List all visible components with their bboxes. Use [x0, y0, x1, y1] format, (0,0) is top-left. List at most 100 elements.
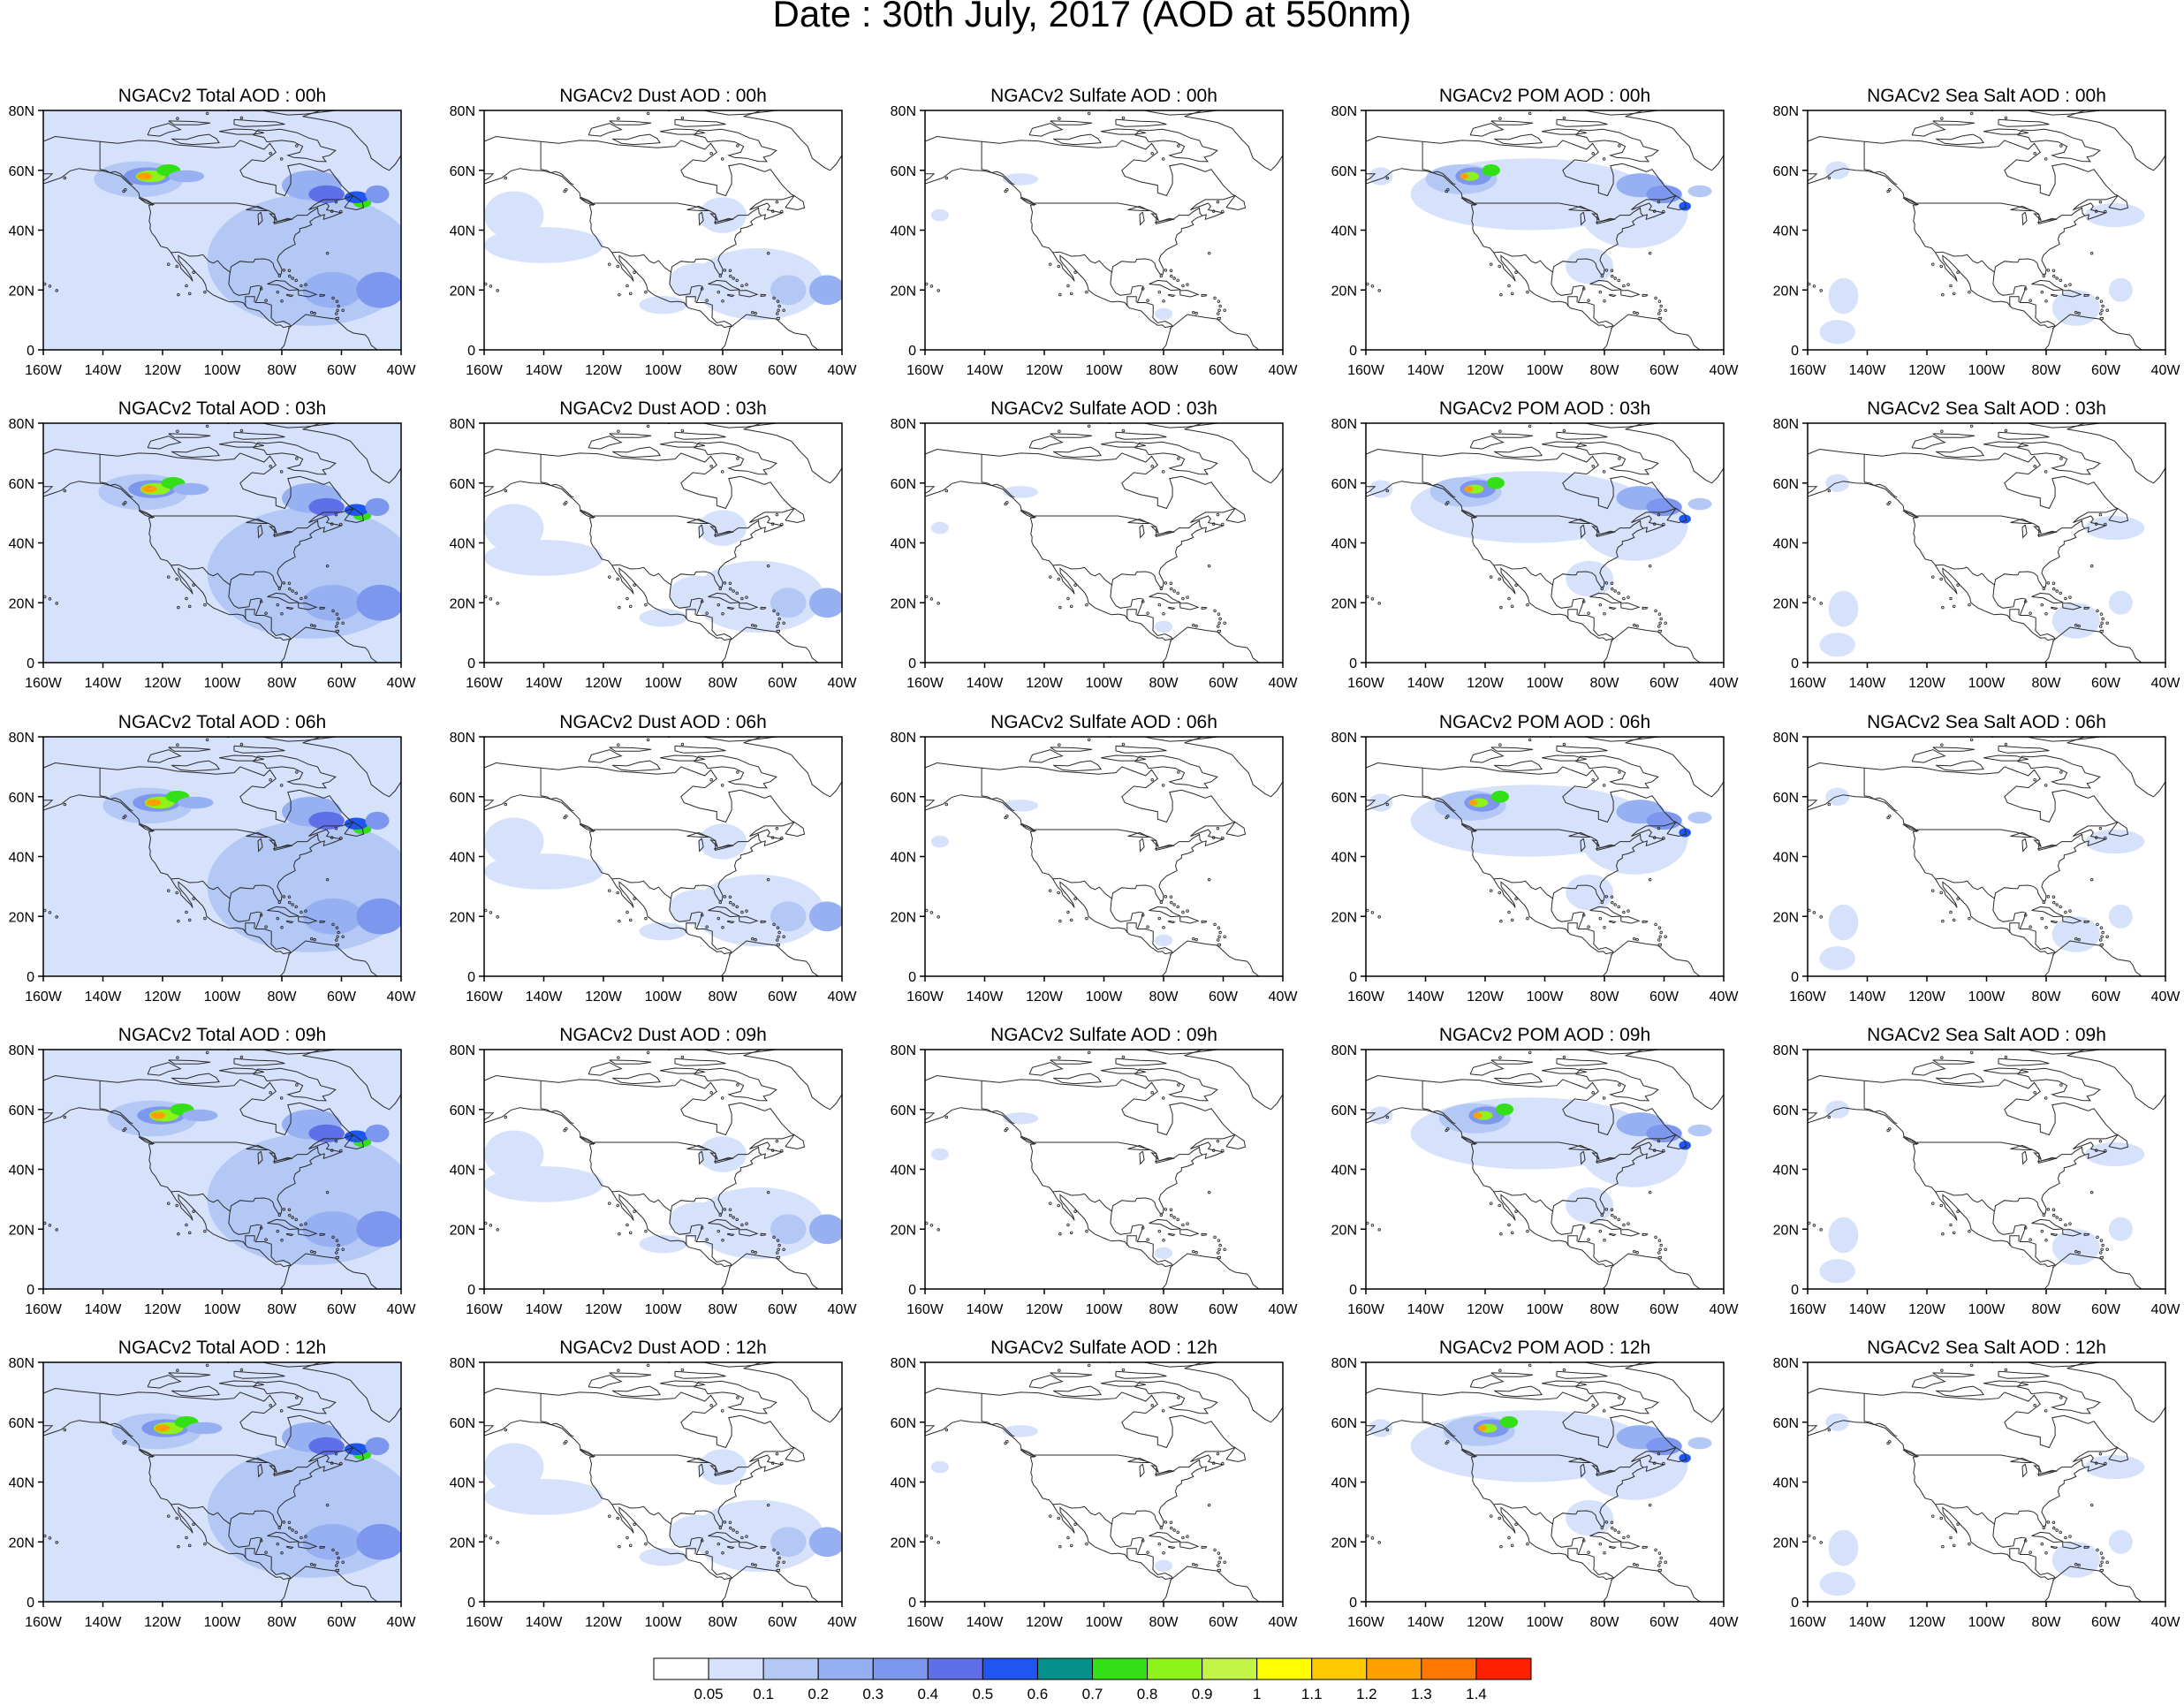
- country-border: [729, 328, 730, 329]
- colorbar-label: 1: [1253, 1686, 1261, 1702]
- lon-tick-label: 80W: [2032, 989, 2062, 1005]
- lon-tick-label: 140W: [85, 676, 123, 691]
- lat-tick-label: 40N: [891, 1476, 916, 1491]
- lon-tick-label: 140W: [85, 1615, 123, 1630]
- lat-tick-label: 0: [908, 344, 916, 359]
- aod-plume: [1829, 1530, 1859, 1566]
- lon-tick-label: 120W: [1467, 1302, 1505, 1317]
- colorbar-label: 0.5: [973, 1686, 994, 1702]
- lon-tick-label: 60W: [1209, 676, 1239, 691]
- lon-tick-label: 60W: [2091, 1615, 2121, 1630]
- lon-tick-label: 80W: [1149, 1302, 1179, 1317]
- colorbar-swatch: [1093, 1658, 1148, 1679]
- lat-tick-label: 60N: [1331, 791, 1357, 806]
- lon-tick-label: 40W: [1710, 676, 1740, 691]
- aod-plume: [1496, 1103, 1513, 1116]
- lat-tick-label: 0: [908, 656, 916, 671]
- panel-title: NGACv2 Sulfate AOD : 00h: [990, 86, 1217, 106]
- lon-tick-label: 80W: [2032, 1615, 2062, 1630]
- aod-plume: [1820, 946, 1856, 970]
- panel-title: NGACv2 Sulfate AOD : 03h: [990, 398, 1217, 419]
- aod-plume: [809, 1527, 846, 1557]
- lon-tick-label: 160W: [906, 676, 944, 691]
- lon-tick-label: 140W: [1407, 1302, 1445, 1317]
- lon-tick-label: 100W: [1086, 363, 1124, 378]
- lat-tick-label: 60N: [1331, 477, 1357, 492]
- aod-plume: [1155, 308, 1172, 321]
- panel-title: NGACv2 Total AOD : 06h: [118, 712, 326, 732]
- lat-tick-label: 0: [27, 656, 34, 671]
- lon-tick-label: 40W: [1710, 1615, 1740, 1630]
- aod-plume: [1829, 905, 1859, 941]
- lon-tick-label: 100W: [204, 989, 242, 1005]
- lat-tick-label: 0: [1791, 344, 1799, 359]
- lon-tick-label: 60W: [768, 1615, 798, 1630]
- lon-tick-label: 60W: [327, 989, 357, 1005]
- panel-title: NGACv2 Sulfate AOD : 12h: [990, 1338, 1217, 1358]
- aod-plume: [1646, 1125, 1682, 1142]
- aod-plume: [484, 540, 603, 576]
- lat-tick-label: 0: [27, 1283, 34, 1298]
- lon-tick-label: 80W: [709, 989, 739, 1005]
- lon-tick-label: 40W: [1269, 989, 1299, 1005]
- lat-tick-label: 0: [467, 1596, 475, 1611]
- lon-tick-label: 120W: [585, 1302, 623, 1317]
- aod-plume: [366, 812, 390, 830]
- lon-tick-label: 60W: [1649, 1302, 1680, 1317]
- country-border: [1170, 1580, 1171, 1581]
- aod-plume: [356, 585, 404, 621]
- lat-tick-label: 40N: [1773, 851, 1799, 866]
- lon-tick-label: 160W: [906, 989, 944, 1005]
- aod-plume: [1829, 1217, 1859, 1254]
- colorbar-swatch: [654, 1658, 709, 1679]
- aod-plume: [1646, 1437, 1682, 1455]
- lon-tick-label: 160W: [1789, 989, 1827, 1005]
- aod-plume: [173, 483, 209, 496]
- lon-tick-label: 80W: [1590, 989, 1620, 1005]
- lat-tick-label: 0: [1349, 970, 1357, 985]
- lon-tick-label: 140W: [967, 1302, 1005, 1317]
- colorbar-swatch: [928, 1658, 982, 1679]
- lat-tick-label: 20N: [9, 596, 34, 611]
- aod-plume: [366, 1125, 390, 1142]
- colorbar-label: 0.4: [917, 1686, 938, 1702]
- aod-plume: [356, 272, 404, 308]
- lat-tick-label: 0: [467, 970, 475, 985]
- country-border: [2052, 1267, 2053, 1268]
- map-area: [12, 1041, 431, 1297]
- island: [35, 481, 38, 484]
- lat-tick-label: 60N: [9, 1103, 34, 1118]
- aod-plume: [169, 171, 205, 183]
- island: [917, 481, 920, 484]
- lon-tick-label: 40W: [2151, 1302, 2181, 1317]
- lon-tick-label: 120W: [585, 676, 623, 691]
- island: [1800, 481, 1802, 484]
- aod-plume: [484, 227, 603, 263]
- lat-tick-label: 60N: [1773, 1416, 1799, 1431]
- lon-tick-label: 40W: [1269, 1302, 1299, 1317]
- panel-title: NGACv2 Sulfate AOD : 09h: [990, 1025, 1217, 1045]
- lon-tick-label: 100W: [1527, 1302, 1565, 1317]
- lon-tick-label: 100W: [1086, 1302, 1124, 1317]
- lon-tick-label: 40W: [1269, 676, 1299, 691]
- panel-title: NGACv2 Dust AOD : 03h: [559, 398, 767, 419]
- country-border: [2052, 328, 2053, 329]
- lon-tick-label: 40W: [1269, 1615, 1299, 1630]
- aod-plume: [178, 797, 214, 809]
- lat-tick-label: 80N: [450, 1356, 475, 1371]
- aod-plume: [1688, 812, 1712, 824]
- lat-tick-label: 40N: [1331, 1476, 1357, 1491]
- aod-plume: [931, 522, 949, 535]
- lon-tick-label: 100W: [1527, 363, 1565, 378]
- lon-tick-label: 120W: [585, 363, 623, 378]
- lon-tick-label: 60W: [1649, 676, 1680, 691]
- panel-title: NGACv2 Dust AOD : 00h: [559, 86, 767, 106]
- aod-plume: [252, 248, 312, 284]
- map-area: [894, 728, 1283, 984]
- aod-plume: [1646, 812, 1682, 830]
- lat-tick-label: 40N: [891, 851, 916, 866]
